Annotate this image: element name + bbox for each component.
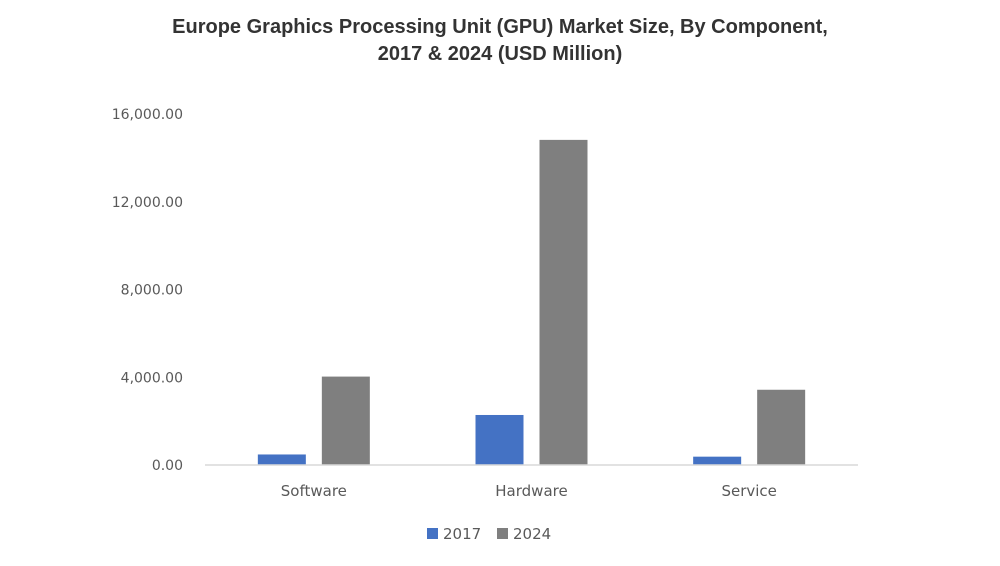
bar-2024-service — [757, 389, 806, 465]
bar-2024-hardware — [539, 139, 588, 466]
legend-label: 2017 — [443, 525, 481, 543]
y-tick-label: 12,000.00 — [112, 195, 183, 211]
x-category-label: Hardware — [495, 482, 567, 500]
legend-swatch-2024 — [497, 528, 508, 539]
bar-2017-hardware — [475, 414, 524, 465]
chart-title-line-2: 2017 & 2024 (USD Million) — [377, 43, 623, 65]
y-tick-label: 16,000.00 — [112, 107, 183, 123]
y-tick-label: 4,000.00 — [121, 370, 183, 386]
bars — [257, 139, 806, 466]
y-tick-label: 8,000.00 — [121, 283, 183, 299]
legend-label: 2024 — [513, 525, 551, 543]
legend: 2017 2024 — [427, 525, 551, 543]
bar-2017-software — [257, 454, 306, 465]
x-axis-category-labels: Software Hardware Service — [281, 482, 777, 500]
bar-2024-software — [321, 376, 370, 465]
y-tick-label: 0.00 — [152, 458, 183, 474]
x-category-label: Software — [281, 482, 347, 500]
y-axis-tick-labels: 0.00 4,000.00 8,000.00 12,000.00 16,000.00 — [112, 107, 183, 474]
bar-2017-service — [693, 456, 742, 465]
legend-swatch-2017 — [427, 528, 438, 539]
x-category-label: Service — [721, 482, 776, 500]
chart-title-line-1: Europe Graphics Processing Unit (GPU) Ma… — [172, 16, 828, 38]
chart-title: Europe Graphics Processing Unit (GPU) Ma… — [0, 14, 1000, 68]
